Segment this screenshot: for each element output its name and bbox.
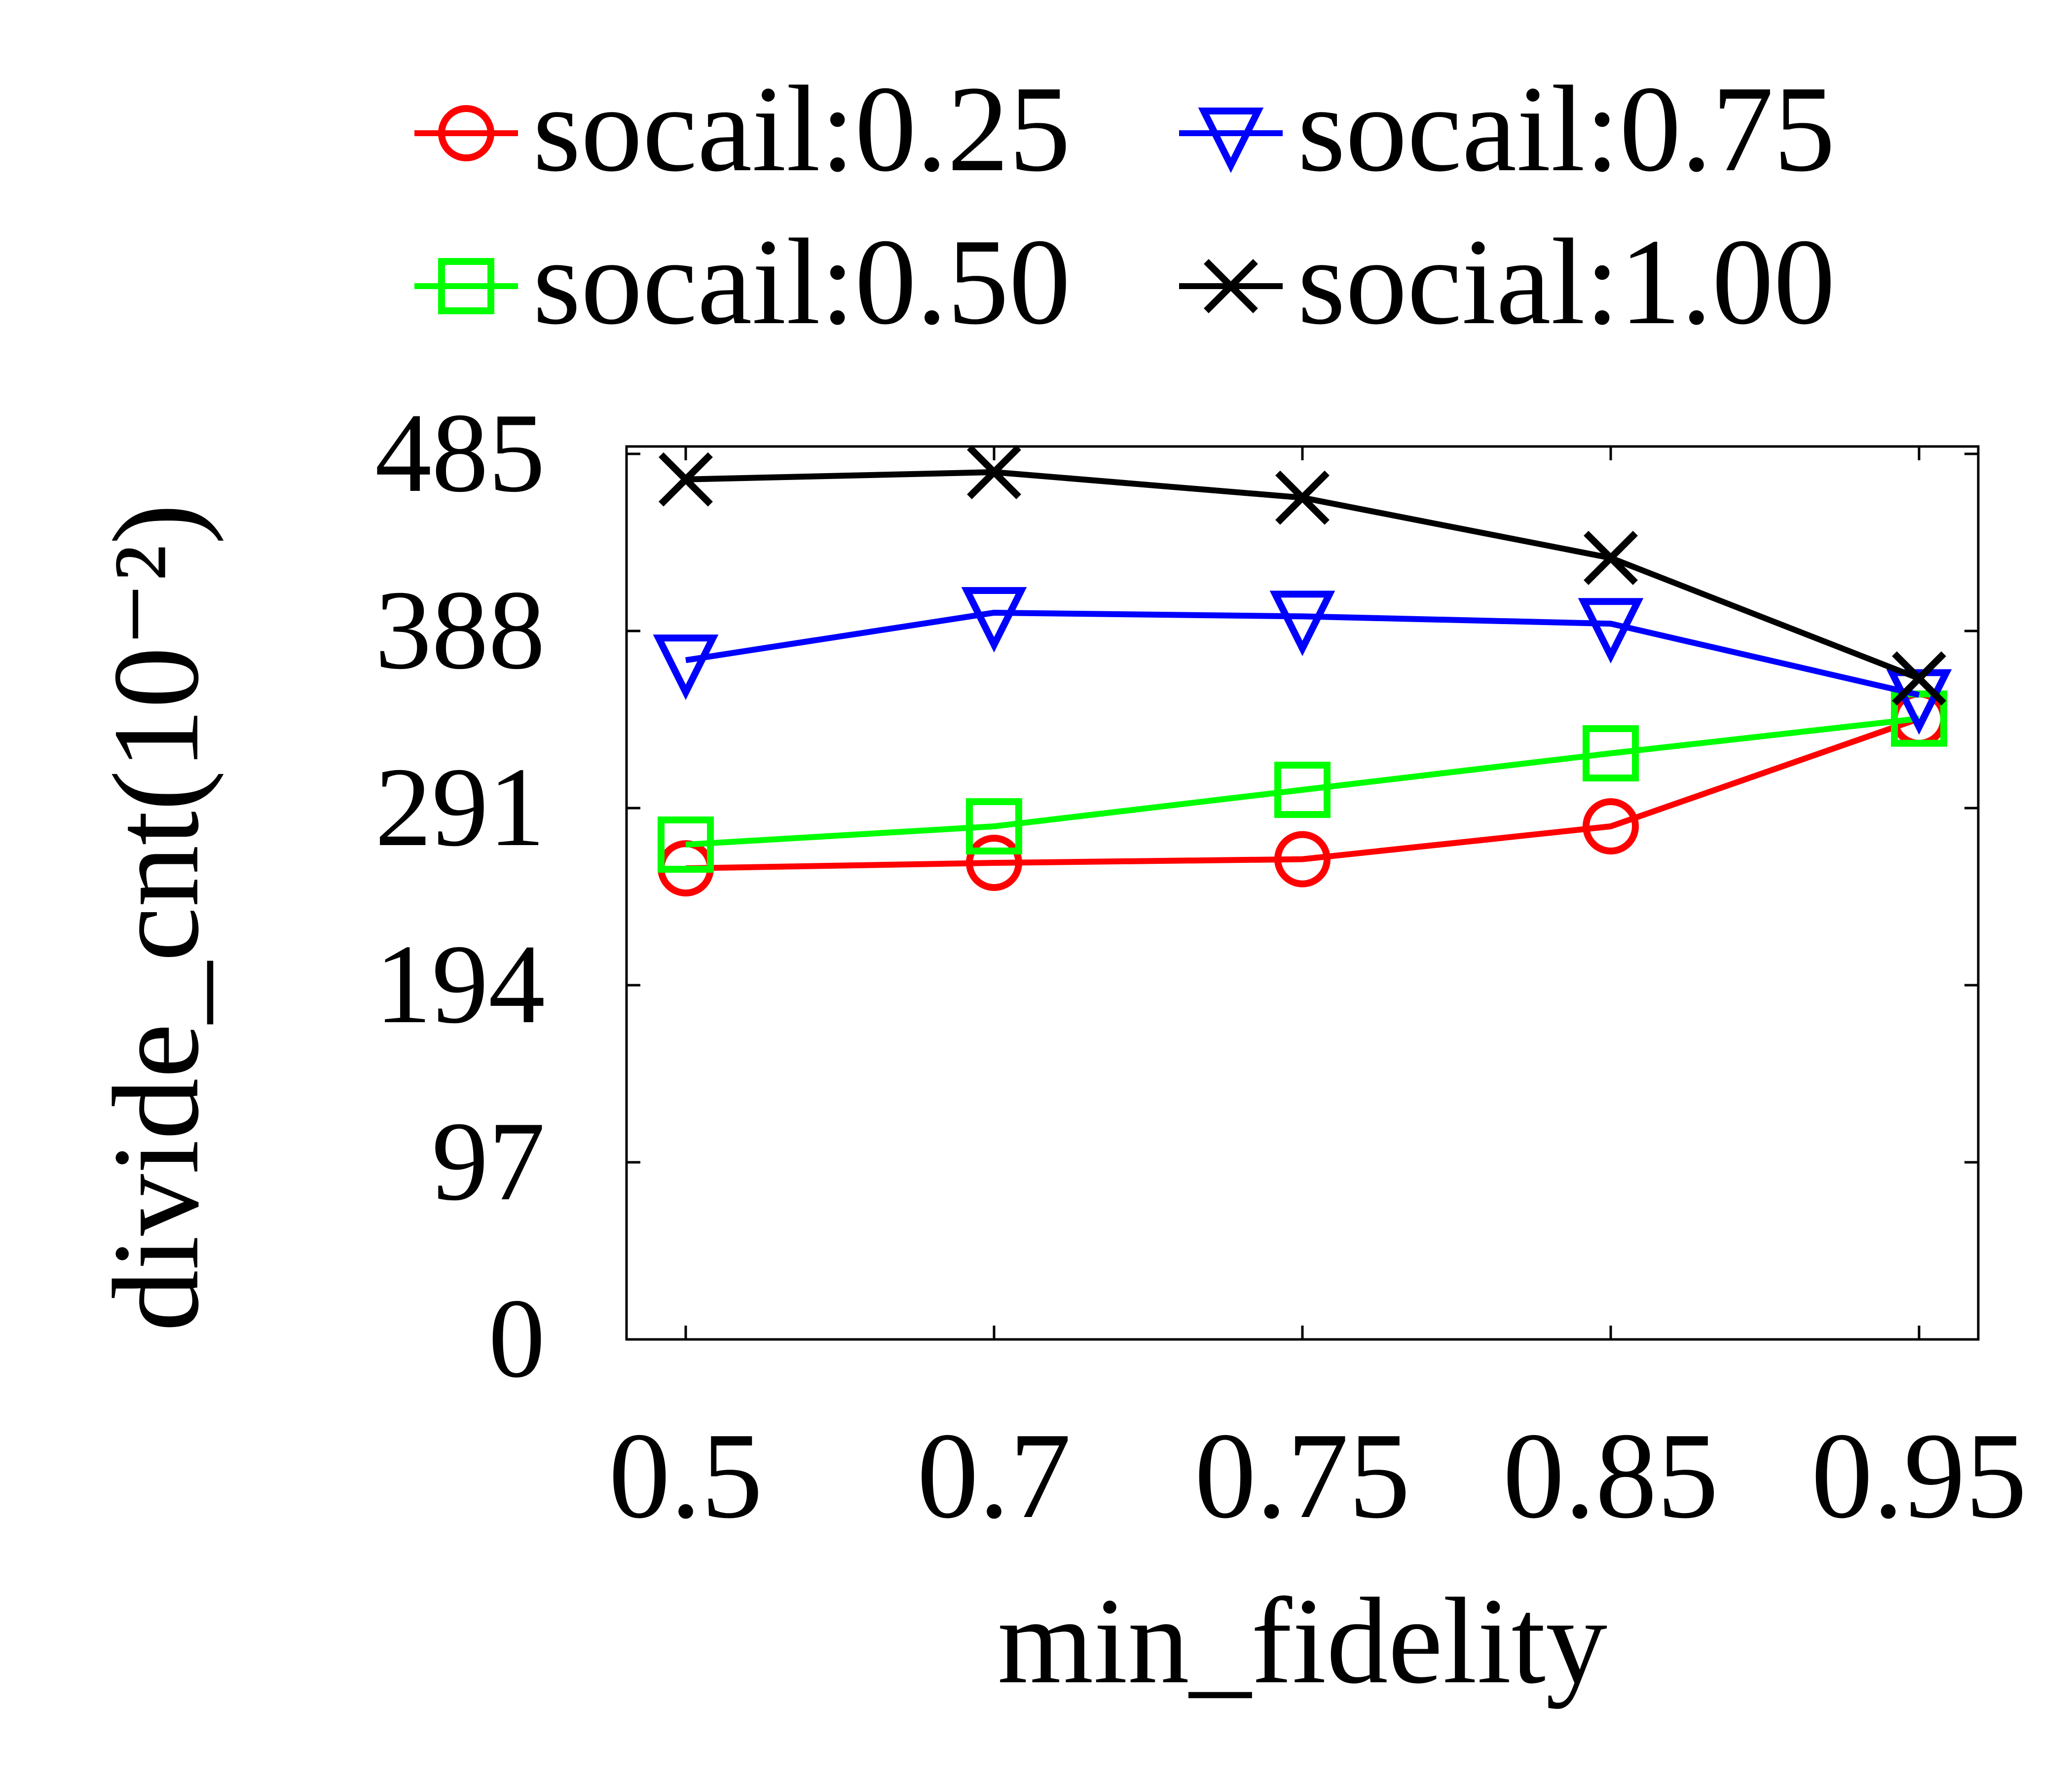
- data-point: [1892, 651, 1946, 706]
- y-tick-label: 388: [375, 567, 545, 693]
- data-point: [1583, 725, 1639, 781]
- data-point: [658, 816, 714, 873]
- legend-item: socail:0.50: [414, 214, 1071, 350]
- data-point: [1578, 598, 1644, 664]
- data-point: [1584, 531, 1638, 585]
- x-tick-label: 0.7: [917, 1407, 1072, 1544]
- legend-marker: [438, 105, 494, 161]
- series-line: [685, 715, 1920, 848]
- data-point: [653, 634, 719, 700]
- legend-marker: [438, 258, 494, 314]
- data-point: [966, 798, 1022, 855]
- y-tick-label: 97: [432, 1098, 545, 1224]
- x-tick-label: 0.5: [609, 1407, 763, 1544]
- series-line: [685, 715, 1920, 872]
- legend-marker: [1204, 259, 1258, 313]
- x-axis-label: min_fidelity: [998, 1573, 1607, 1709]
- y-axis-label: divide_cnt(10⁻²): [88, 504, 224, 1332]
- data-point: [1886, 669, 1952, 735]
- y-tick-label: 291: [375, 744, 545, 870]
- data-point: [1275, 470, 1330, 525]
- y-tick-label: 194: [375, 921, 545, 1047]
- data-point: [961, 587, 1027, 653]
- series-0: [658, 690, 1947, 897]
- legend-marker: [1198, 108, 1264, 173]
- series-2: [653, 587, 1952, 735]
- data-point: [1269, 591, 1335, 657]
- y-tick-label: 0: [488, 1275, 545, 1401]
- x-axis: 0.5 0.7 0.75 0.85 0.95: [609, 446, 2027, 1544]
- legend-label: socail:0.75: [1297, 61, 1835, 197]
- data-point: [1583, 798, 1639, 855]
- y-tick-label: 485: [375, 390, 545, 516]
- plot-area: 0 97 194 291 388 485 0.5 0.7 0.75 0.85 0.95: [375, 390, 2027, 1544]
- data-point: [1274, 831, 1331, 888]
- data-point: [659, 452, 713, 507]
- axes-frame: [625, 445, 1980, 1341]
- x-tick-label: 0.85: [1503, 1407, 1719, 1544]
- legend-item: social:1.00: [1179, 214, 1835, 350]
- series-line: [685, 609, 1920, 698]
- legend: socail:0.25 socail:0.50 socail:0.75 social:…: [414, 61, 1835, 350]
- data-point: [967, 445, 1021, 499]
- legend-label: socail:0.50: [533, 214, 1071, 350]
- y-axis: 0 97 194 291 388 485: [375, 390, 1978, 1401]
- x-tick-label: 0.95: [1811, 1407, 2027, 1544]
- data-point: [966, 835, 1022, 891]
- legend-label: social:1.00: [1297, 214, 1835, 350]
- series-1: [658, 690, 1947, 873]
- series-group: [653, 445, 1952, 897]
- legend-item: socail:0.25: [414, 61, 1071, 197]
- legend-item: socail:0.75: [1179, 61, 1835, 197]
- series-3: [659, 445, 1946, 706]
- x-tick-label: 0.75: [1194, 1407, 1410, 1544]
- legend-label: socail:0.25: [533, 61, 1071, 197]
- data-point: [1274, 761, 1331, 818]
